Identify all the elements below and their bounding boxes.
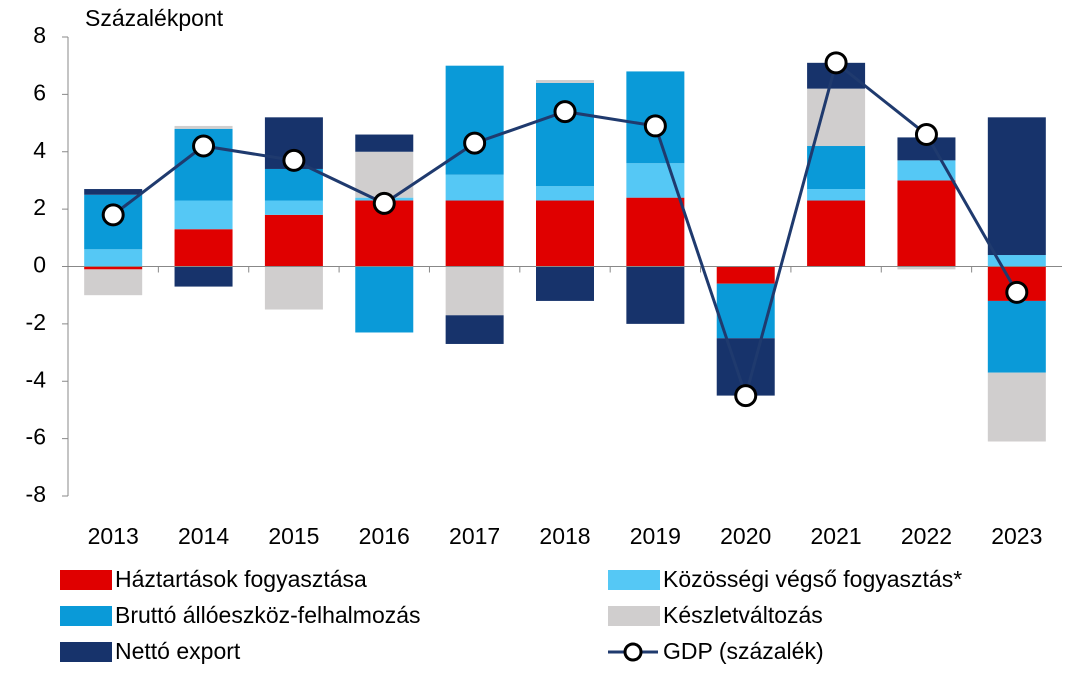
y-tick-label: 8 [33, 22, 46, 48]
gdp-marker [824, 51, 848, 75]
bar-segment [536, 82, 594, 187]
bar-segment [807, 146, 866, 190]
legend-swatch [608, 570, 660, 590]
bar-segment [174, 125, 233, 129]
x-tick-label: 2013 [88, 523, 139, 549]
x-tick-label: 2018 [539, 523, 590, 549]
x-tick-label: 2021 [811, 523, 862, 549]
bar-segment [174, 200, 233, 230]
x-tick-label: 2020 [720, 523, 771, 549]
y-tick-label: -2 [26, 309, 46, 335]
legend-label: Készletváltozás [663, 602, 823, 628]
gdp-marker [734, 384, 758, 408]
bar-segment [445, 315, 504, 344]
legend-swatch [60, 570, 112, 590]
bar-segment [84, 269, 143, 296]
bar-segment [84, 249, 143, 267]
gdp-marker [282, 148, 306, 172]
legend-label: Bruttó állóeszköz-felhalmozás [115, 602, 421, 628]
bar-segment [445, 266, 504, 316]
legend-label: Nettó export [115, 638, 241, 664]
bar-segment [445, 200, 504, 267]
bar-segment [897, 137, 956, 161]
legend-label: Közösségi végső fogyasztás* [663, 566, 962, 592]
bar-segment [355, 134, 414, 152]
bar-segment [987, 372, 1046, 442]
bar-segment [897, 180, 956, 267]
legend-swatch [60, 606, 112, 626]
bar-segment [84, 189, 143, 195]
axis-label: Százalékpont [85, 5, 224, 31]
bar-segment [174, 229, 233, 267]
bar-segment [807, 200, 866, 267]
gdp-marker [463, 131, 487, 155]
bar-segment [536, 186, 594, 201]
legend-label: GDP (százalék) [663, 638, 824, 664]
y-tick-label: 0 [33, 252, 46, 278]
bar-segment [264, 168, 323, 201]
bar-segment [626, 163, 685, 198]
gdp-marker [372, 191, 396, 215]
x-tick-label: 2014 [178, 523, 229, 549]
bar-segment [716, 283, 775, 339]
bar-segment [264, 266, 323, 310]
legend-swatch [60, 642, 112, 662]
bar-segment [264, 200, 323, 215]
bar-segment [626, 266, 685, 324]
bar-segment [897, 266, 956, 270]
legend-label: Háztartások fogyasztása [115, 566, 367, 592]
gdp-marker [914, 123, 938, 147]
x-tick-label: 2015 [268, 523, 319, 549]
bar-segment [716, 266, 775, 284]
bar-segment [626, 197, 685, 267]
legend-marker [623, 642, 643, 662]
bar-segment [807, 189, 866, 201]
y-tick-label: 6 [33, 79, 46, 105]
x-tick-label: 2023 [991, 523, 1042, 549]
gdp-marker [192, 134, 216, 158]
bar-segment [264, 214, 323, 267]
y-tick-label: 2 [33, 194, 46, 220]
bar-segment [174, 266, 233, 287]
x-tick-label: 2022 [901, 523, 952, 549]
x-tick-label: 2016 [359, 523, 410, 549]
bar-segment [987, 255, 1046, 267]
bar-segment [536, 200, 594, 267]
x-tick-label: 2019 [630, 523, 681, 549]
gdp-marker [101, 203, 125, 227]
gdp-marker [643, 114, 667, 138]
bar-segment [897, 160, 956, 181]
bar-segment [355, 266, 414, 333]
gdp-marker [553, 100, 577, 124]
gdp-marker [1005, 280, 1029, 304]
legend-swatch [608, 606, 660, 626]
bar-segment [987, 117, 1046, 256]
y-tick-label: -8 [26, 481, 46, 507]
bar-segment [536, 266, 594, 301]
bar-segment [84, 266, 143, 270]
y-tick-label: 4 [33, 137, 46, 163]
bar-segment [536, 80, 594, 83]
y-tick-label: -4 [26, 366, 47, 392]
y-tick-label: -6 [26, 424, 46, 450]
x-tick-label: 2017 [449, 523, 500, 549]
bar-segment [445, 174, 504, 201]
bar-segment [987, 300, 1046, 373]
